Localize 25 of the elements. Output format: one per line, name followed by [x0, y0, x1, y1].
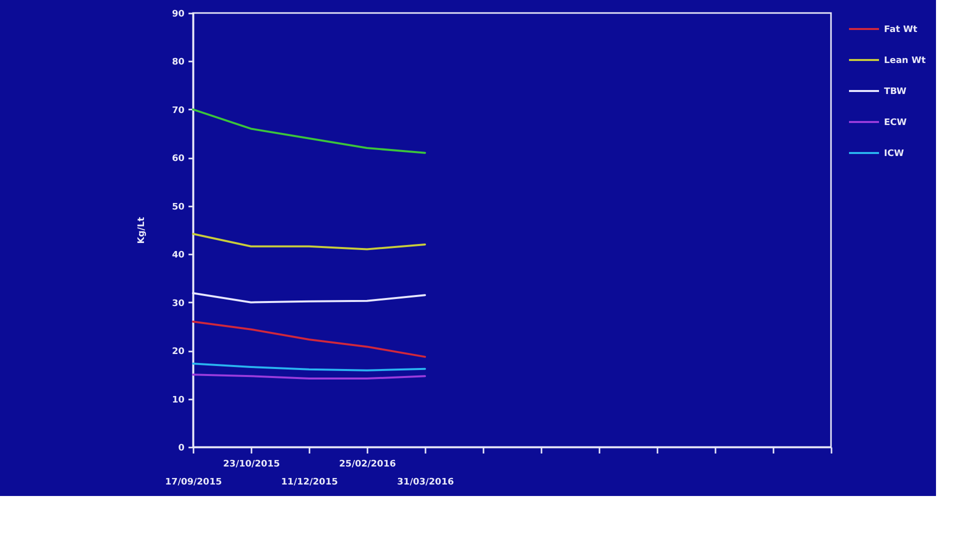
- x-tick-label: 23/10/2015: [223, 460, 280, 470]
- legend-label: Fat Wt: [884, 25, 918, 35]
- y-tick-label: 20: [172, 347, 184, 358]
- legend-label: TBW: [884, 87, 907, 97]
- y-tick-label: 80: [172, 58, 184, 68]
- y-tick-label: 40: [172, 250, 184, 261]
- y-tick-label: 10: [172, 395, 184, 406]
- x-tick-label: 25/02/2016: [339, 460, 396, 470]
- legend-label: ECW: [884, 118, 907, 128]
- line-series: [192, 232, 426, 250]
- y-tick-label: 50: [172, 202, 184, 212]
- x-tick-label: 17/09/2015: [165, 478, 222, 488]
- x-tick-label: 11/12/2015: [281, 478, 338, 488]
- legend-label: Lean Wt: [884, 56, 926, 66]
- line-series: [192, 362, 426, 372]
- y-tick-label: 90: [172, 10, 184, 20]
- x-tick-label: 31/03/2016: [397, 478, 454, 488]
- y-tick-label: 0: [178, 444, 184, 454]
- line-series: [192, 320, 426, 358]
- legend-label: ICW: [884, 149, 904, 159]
- y-tick-label: 70: [172, 106, 184, 116]
- y-tick-label: 60: [172, 154, 184, 164]
- line-series: [192, 108, 426, 154]
- y-axis-title: Kg/Lt: [136, 216, 147, 244]
- y-tick-label: 30: [172, 298, 184, 309]
